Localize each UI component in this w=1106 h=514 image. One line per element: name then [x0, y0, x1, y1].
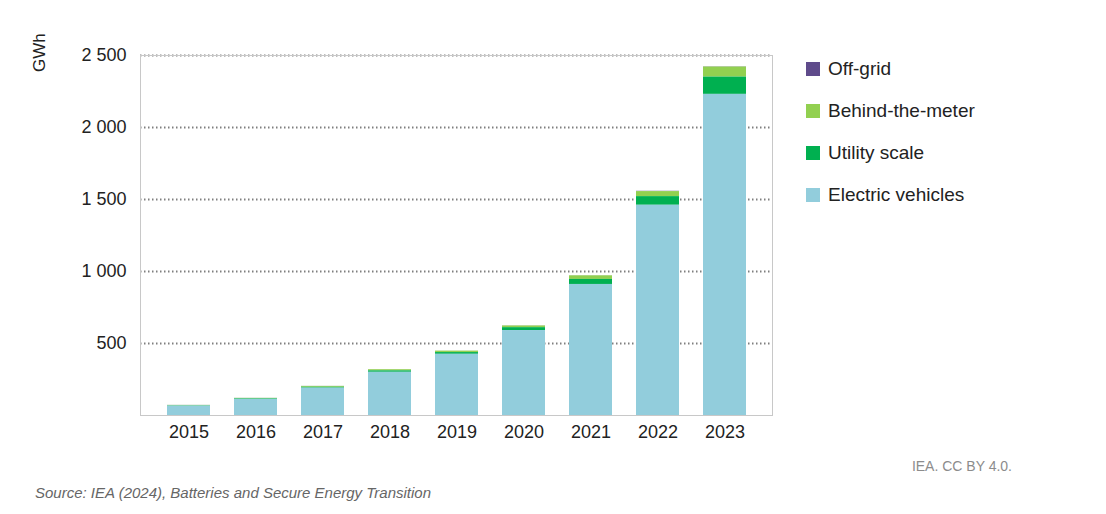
html-text:IEA. CC BY 4.0.: IEA. CC BY 4.0. [911, 458, 1012, 474]
svg-text:2016: 2016 [236, 422, 276, 442]
svg-text:2015: 2015 [169, 422, 209, 442]
svg-text:1 000: 1 000 [81, 261, 126, 281]
html-text:Source: IEA (2024), Batteries: Source: IEA (2024), Batteries and Secure… [35, 484, 431, 501]
svg-text:2019: 2019 [437, 422, 477, 442]
svg-text:1 500: 1 500 [81, 189, 126, 209]
svg-text:2 500: 2 500 [81, 45, 126, 65]
svg-text:500: 500 [96, 333, 126, 353]
svg-text:2023: 2023 [705, 422, 745, 442]
svg-text:2017: 2017 [303, 422, 343, 442]
html-text:Utility scale: Utility scale [828, 142, 925, 163]
svg-text:2018: 2018 [370, 422, 410, 442]
svg-text:2022: 2022 [638, 422, 678, 442]
svg-text:2021: 2021 [571, 422, 611, 442]
html-text:Electric vehicles: Electric vehicles [828, 184, 965, 205]
svg-text:2 000: 2 000 [81, 117, 126, 137]
html-text:GWh: GWh [30, 33, 49, 72]
svg-text:2020: 2020 [504, 422, 544, 442]
html-text:Off-grid: Off-grid [828, 58, 891, 79]
html-text:Behind-the-meter: Behind-the-meter [828, 100, 975, 121]
